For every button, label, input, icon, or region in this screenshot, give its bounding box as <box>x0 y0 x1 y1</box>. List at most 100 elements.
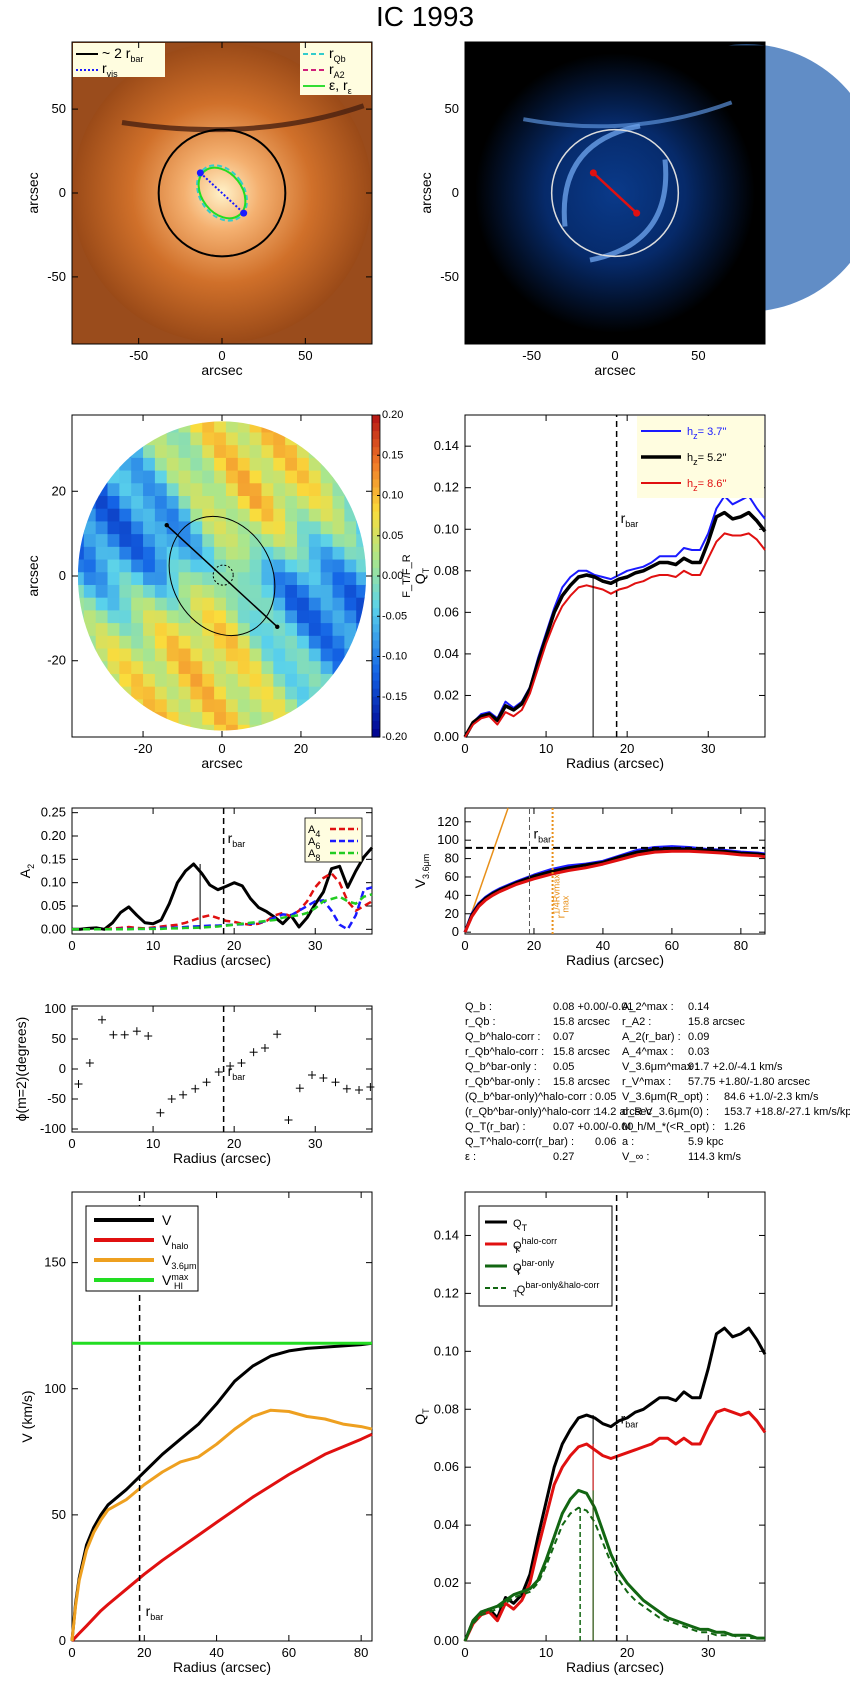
colorbar-segment <box>372 648 380 658</box>
force-map-cell <box>190 622 203 636</box>
force-map-cell <box>143 533 156 547</box>
force-map-cell <box>320 546 334 560</box>
force-map-cell <box>107 470 120 484</box>
force-map-cell <box>225 457 239 471</box>
force-map-cell <box>214 546 227 560</box>
force-map-cell <box>107 520 120 535</box>
y-axis-label: arcsec <box>25 555 41 596</box>
force-map-cell <box>166 648 180 662</box>
force-map-cell <box>131 597 144 611</box>
force-map-cell <box>95 711 109 725</box>
parameter-value: 15.8 arcsec <box>688 1016 745 1028</box>
force-map-cell <box>249 495 262 509</box>
force-map-cell <box>273 724 286 731</box>
x-tick-label: 0 <box>218 741 225 756</box>
x-tick-label: 10 <box>539 741 553 756</box>
force-map-cell <box>356 660 367 674</box>
force-map-cell <box>119 546 132 560</box>
force-map-cell <box>273 520 286 535</box>
bar-line <box>592 171 638 215</box>
force-map-cell <box>154 660 168 674</box>
force-map-cell <box>143 444 156 458</box>
parameter-key: r_Qb^halo-corr : <box>465 1046 544 1058</box>
qt-correction-line <box>463 1407 767 1642</box>
force-map-cell <box>273 597 286 611</box>
y-tick-label: -20 <box>47 653 66 668</box>
force-map-cell <box>332 457 345 471</box>
force-map-cell <box>190 724 203 731</box>
force-map-cell <box>131 546 144 560</box>
force-map-cell <box>143 686 156 700</box>
force-map-cell <box>297 597 310 611</box>
figure-title: IC 1993 <box>375 1 475 32</box>
force-map-cell <box>214 571 227 585</box>
force-map-cell <box>225 673 239 687</box>
force-map-cell <box>249 431 262 446</box>
force-map-cell <box>214 431 227 446</box>
force-map-cell <box>178 508 191 522</box>
parameter-key: d_R V_3.6μm(0) : <box>622 1106 709 1118</box>
force-map-cell <box>96 407 108 420</box>
force-map-cell <box>285 470 298 484</box>
x-tick-label: 20 <box>620 741 634 756</box>
force-map-cell <box>178 609 191 624</box>
force-map-cell <box>344 724 357 731</box>
force-map-cell <box>356 686 367 700</box>
force-map-cell <box>332 520 345 535</box>
force-map-cell <box>131 495 144 509</box>
force-map-cell <box>214 482 227 496</box>
parameter-key: Q_b : <box>465 1001 492 1013</box>
force-map-cell <box>154 482 168 496</box>
force-map-cell <box>320 724 334 731</box>
force-map-cell <box>214 407 226 420</box>
force-map-cell <box>190 686 203 700</box>
force-map-cell <box>77 559 85 573</box>
axes-frame <box>464 414 766 738</box>
force-map-cell <box>190 698 203 713</box>
force-map-cell <box>143 622 156 636</box>
force-map-cell <box>154 686 168 700</box>
force-map-cell <box>178 495 191 509</box>
force-map-cell <box>83 508 97 522</box>
force-map-cell <box>273 495 286 509</box>
force-map-cell <box>249 724 262 731</box>
force-map-cell <box>119 584 132 598</box>
bar-ellipse <box>168 515 276 637</box>
colorbar-segment <box>372 455 380 464</box>
force-map-cell <box>297 457 310 471</box>
force-map-cell <box>273 660 286 674</box>
bar-line <box>166 524 278 628</box>
colorbar-segment <box>372 640 380 650</box>
force-map-cell <box>297 546 310 560</box>
colorbar-segment <box>372 559 380 569</box>
force-map-cell <box>154 724 168 731</box>
force-map-cell <box>308 470 322 484</box>
force-map-cell <box>143 431 156 446</box>
force-map-cell <box>202 673 215 687</box>
force-map-cell <box>261 635 274 649</box>
y-tick-label: 0 <box>59 1633 66 1648</box>
colorbar-segment <box>372 624 380 633</box>
force-map-cell <box>237 508 251 522</box>
x-tick-label: -50 <box>129 348 148 363</box>
y-tick-label: 50 <box>52 1507 66 1522</box>
parameter-value: 0.07 <box>553 1031 574 1043</box>
force-map-cell <box>320 660 334 674</box>
force-map-cell <box>131 533 144 547</box>
dust-lane <box>121 103 365 133</box>
force-map-cell <box>83 533 97 547</box>
legend-label: A8 <box>308 848 320 863</box>
force-map-cell <box>95 597 109 611</box>
axes-frame <box>71 807 373 935</box>
force-map-cell <box>131 470 144 484</box>
y-tick-label: 20 <box>445 906 459 921</box>
colorbar-segment <box>372 584 380 593</box>
force-map-cell <box>154 648 168 662</box>
force-map-cell <box>167 407 179 420</box>
rotation-curve-line <box>70 1408 373 1642</box>
legend-label: V <box>162 1212 172 1228</box>
force-map-cell <box>225 648 239 662</box>
force-map-cell <box>107 686 120 700</box>
rbar-label: rbar <box>228 830 246 849</box>
force-map-cell <box>237 597 251 611</box>
